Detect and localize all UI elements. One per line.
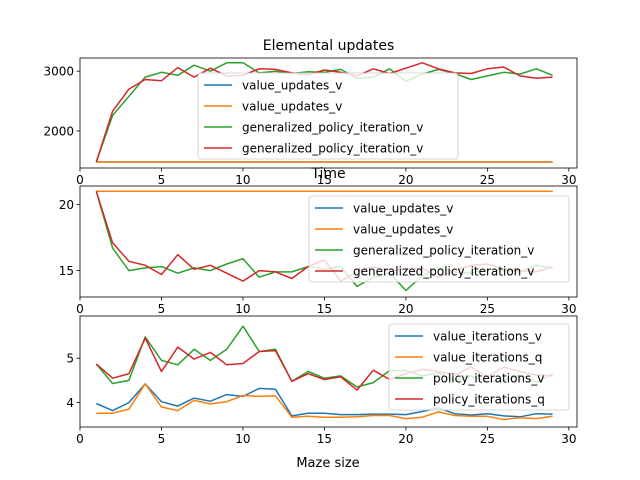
series-line-4: [95, 62, 553, 163]
axes-frame: [79, 315, 578, 428]
x-tick-label: 25: [480, 173, 495, 187]
x-tick-label: 5: [158, 302, 166, 316]
x-tick-label: 30: [561, 432, 576, 446]
x-tick-label: 10: [235, 432, 250, 446]
x-tick-label: 5: [158, 173, 166, 187]
chart-panel-1: 0 5 10 15 20 25 30 2000 3000 Elemental updates val…: [43, 38, 578, 187]
x-tick-label: 10: [235, 302, 250, 316]
x-tick-label: 15: [317, 173, 332, 187]
x-tick-label: 0: [76, 432, 84, 446]
legend-label: value_updates_v: [242, 100, 342, 114]
y-tick-label: 3000: [43, 65, 74, 79]
legend-label: generalized_policy_iteration_v: [242, 142, 423, 156]
chart-title: Elemental updates: [263, 38, 395, 54]
legend-box: [197, 72, 459, 160]
legend-label: policy_iterations_v: [433, 372, 544, 386]
x-tick-label: 30: [561, 173, 576, 187]
legend-label: generalized_policy_iteration_v: [242, 121, 423, 135]
y-tick-label: 4: [66, 396, 74, 410]
series-group: [95, 62, 553, 163]
axes-frame: [79, 185, 578, 298]
series-line-1: [96, 383, 553, 418]
x-tick-label: 30: [561, 302, 576, 316]
x-tick-label: 25: [480, 302, 495, 316]
series-line-2: [96, 383, 553, 421]
figure-xlabel: Maze size: [296, 456, 359, 471]
legend-box: [388, 323, 570, 411]
series-line-3: [95, 62, 553, 163]
x-tick-label: 15: [317, 432, 332, 446]
legend-label: value_updates_v: [242, 79, 342, 93]
x-tick-label: 15: [317, 302, 332, 316]
x-tick-label: 0: [76, 173, 84, 187]
y-tick-label: 2000: [43, 124, 74, 138]
legend-label: policy_iterations_q: [433, 393, 545, 407]
x-tick-label: 0: [76, 302, 84, 316]
x-tick-label: 25: [480, 432, 495, 446]
legend-label: value_updates_v: [353, 202, 453, 216]
legend: value_updates_v value_updates_v generalize…: [197, 72, 459, 160]
y-tick-label: 15: [59, 264, 74, 278]
axes-frame: [79, 57, 578, 169]
x-tick-label: 20: [398, 432, 413, 446]
x-tick-label: 5: [158, 432, 166, 446]
x-tick-label: 10: [235, 173, 250, 187]
legend-label: value_iterations_v: [433, 330, 542, 344]
x-tick-label: 20: [398, 302, 413, 316]
legend: value_updates_v value_updates_v generalize…: [308, 195, 570, 283]
legend-label: generalized_policy_iteration_v: [353, 244, 534, 258]
x-tick-label: 20: [398, 173, 413, 187]
chart-title: Time: [310, 166, 345, 182]
y-tick-label: 20: [59, 198, 74, 212]
chart-panel-3: 0 5 10 15 20 25 3045value_iterations_vvalue_it…: [66, 315, 578, 446]
chart-panel-2: 0 5 10 15 20 25 301520Timevalue_updates_vvalue…: [59, 166, 578, 316]
legend-label: value_iterations_q: [433, 351, 542, 365]
legend-label: generalized_policy_iteration_v: [353, 265, 534, 279]
legend: value_iterations_v value_iterations_qpoli…: [388, 323, 570, 411]
y-tick-label: 5: [66, 352, 74, 366]
legend-box: [308, 195, 570, 283]
legend-label: value_updates_v: [353, 223, 453, 237]
